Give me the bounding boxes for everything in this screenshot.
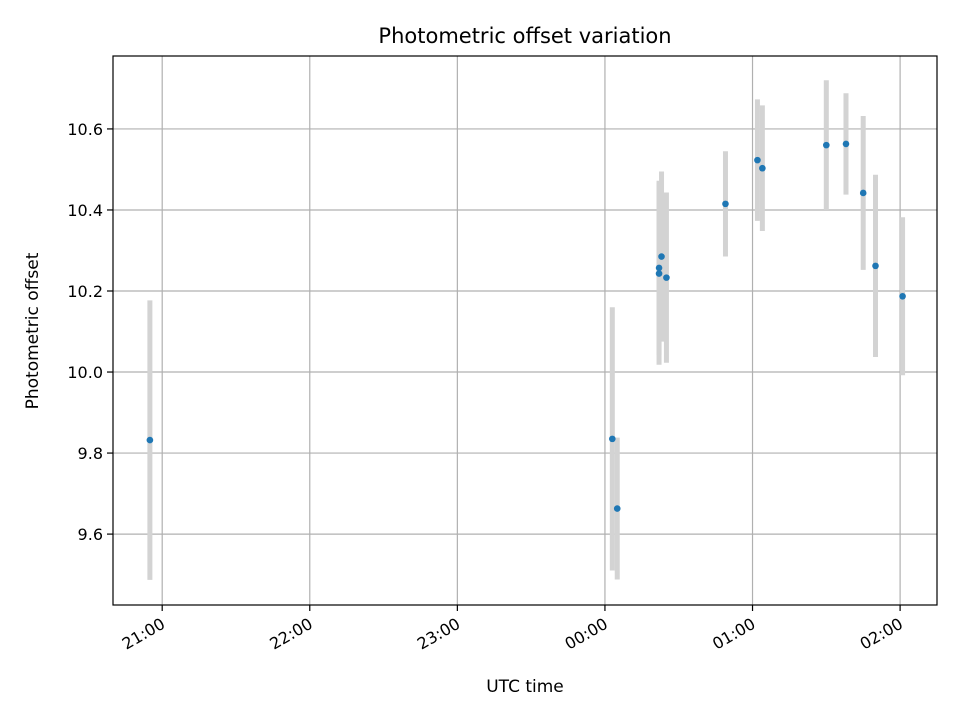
y-tick-label: 9.6 <box>78 525 103 544</box>
data-points <box>146 140 906 512</box>
y-axis-label: Photometric offset <box>23 252 43 409</box>
data-point <box>899 292 906 300</box>
data-point <box>613 505 621 512</box>
y-tick-label: 10.6 <box>67 120 103 139</box>
chart-title: Photometric offset variation <box>378 24 671 48</box>
x-tick-label: 02:00 <box>857 614 906 654</box>
data-point <box>609 435 616 443</box>
y-tick-label: 10.4 <box>67 201 103 220</box>
x-axis-label: UTC time <box>486 677 564 697</box>
plot-frame <box>112 55 938 606</box>
data-point <box>655 270 663 277</box>
data-point <box>658 253 665 260</box>
data-point <box>754 156 761 164</box>
data-point <box>872 262 879 270</box>
data-point <box>823 141 830 149</box>
y-tick-label: 10.0 <box>67 363 103 382</box>
x-tick-label: 22:00 <box>266 614 315 654</box>
x-tick-label: 23:00 <box>414 614 463 654</box>
x-tick-label: 21:00 <box>119 614 168 654</box>
data-point <box>722 200 729 208</box>
data-point <box>146 436 154 444</box>
axis-ticks: 21:00 22:00 23:00 00:00 01:00 02:00 9.6 9.8 10.0… <box>67 120 906 654</box>
x-tick-label: 00:00 <box>562 614 611 654</box>
y-tick-label: 9.8 <box>78 444 103 463</box>
error-bars <box>147 80 906 580</box>
data-point <box>759 164 766 172</box>
data-point <box>655 264 663 272</box>
y-tick-label: 10.2 <box>67 282 103 301</box>
data-point <box>663 274 670 281</box>
data-point <box>859 189 867 197</box>
x-tick-label: 01:00 <box>709 614 758 654</box>
data-point <box>842 140 850 148</box>
grid-lines <box>113 56 937 605</box>
